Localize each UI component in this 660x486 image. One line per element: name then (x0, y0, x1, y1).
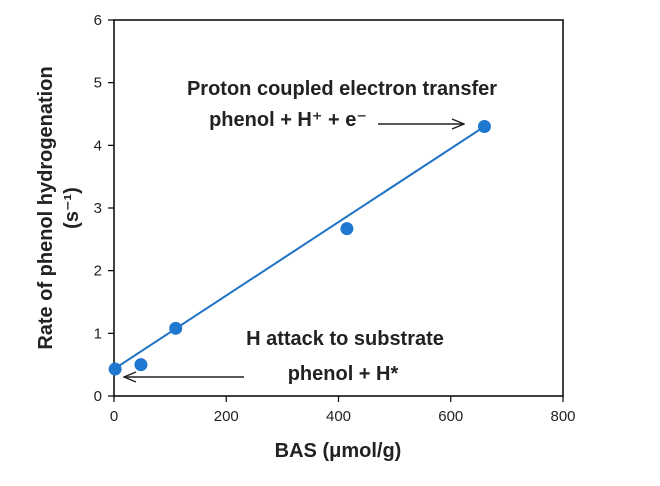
x-axis-title: BAS (μmol/g) (275, 440, 402, 462)
x-tick-label: 0 (110, 408, 118, 425)
x-tick-label: 400 (326, 408, 351, 425)
data-point (477, 120, 491, 134)
annotation-top-line2: phenol + H⁺ + e⁻ (209, 109, 367, 131)
data-point (108, 362, 122, 376)
annotation-bottom-line2: phenol + H* (288, 363, 399, 385)
y-tick-label: 4 (94, 137, 102, 154)
x-axis-ticks: 0 200 400 600 800 (110, 396, 576, 425)
annotation-top-line1: Proton coupled electron transfer (187, 78, 497, 100)
data-point (340, 222, 354, 236)
y-axis-title-line1: Rate of phenol hydrogenation (35, 66, 57, 349)
x-tick-label: 200 (214, 408, 239, 425)
y-axis-title-line2: (s⁻¹) (61, 187, 83, 229)
data-points (108, 120, 491, 376)
data-point (169, 321, 183, 335)
y-tick-label: 5 (94, 75, 102, 92)
y-tick-label: 1 (94, 325, 102, 342)
y-tick-label: 6 (94, 12, 102, 29)
x-tick-label: 800 (550, 408, 575, 425)
y-tick-label: 3 (94, 200, 102, 217)
y-axis-ticks: 0 1 2 3 4 5 6 (94, 12, 114, 405)
y-axis-title: Rate of phenol hydrogenation (s⁻¹) (35, 66, 83, 349)
x-tick-label: 600 (438, 408, 463, 425)
annotation-bottom-line1: H attack to substrate (246, 328, 444, 350)
y-tick-label: 0 (94, 388, 102, 405)
y-tick-label: 2 (94, 263, 102, 280)
data-point (134, 358, 148, 372)
